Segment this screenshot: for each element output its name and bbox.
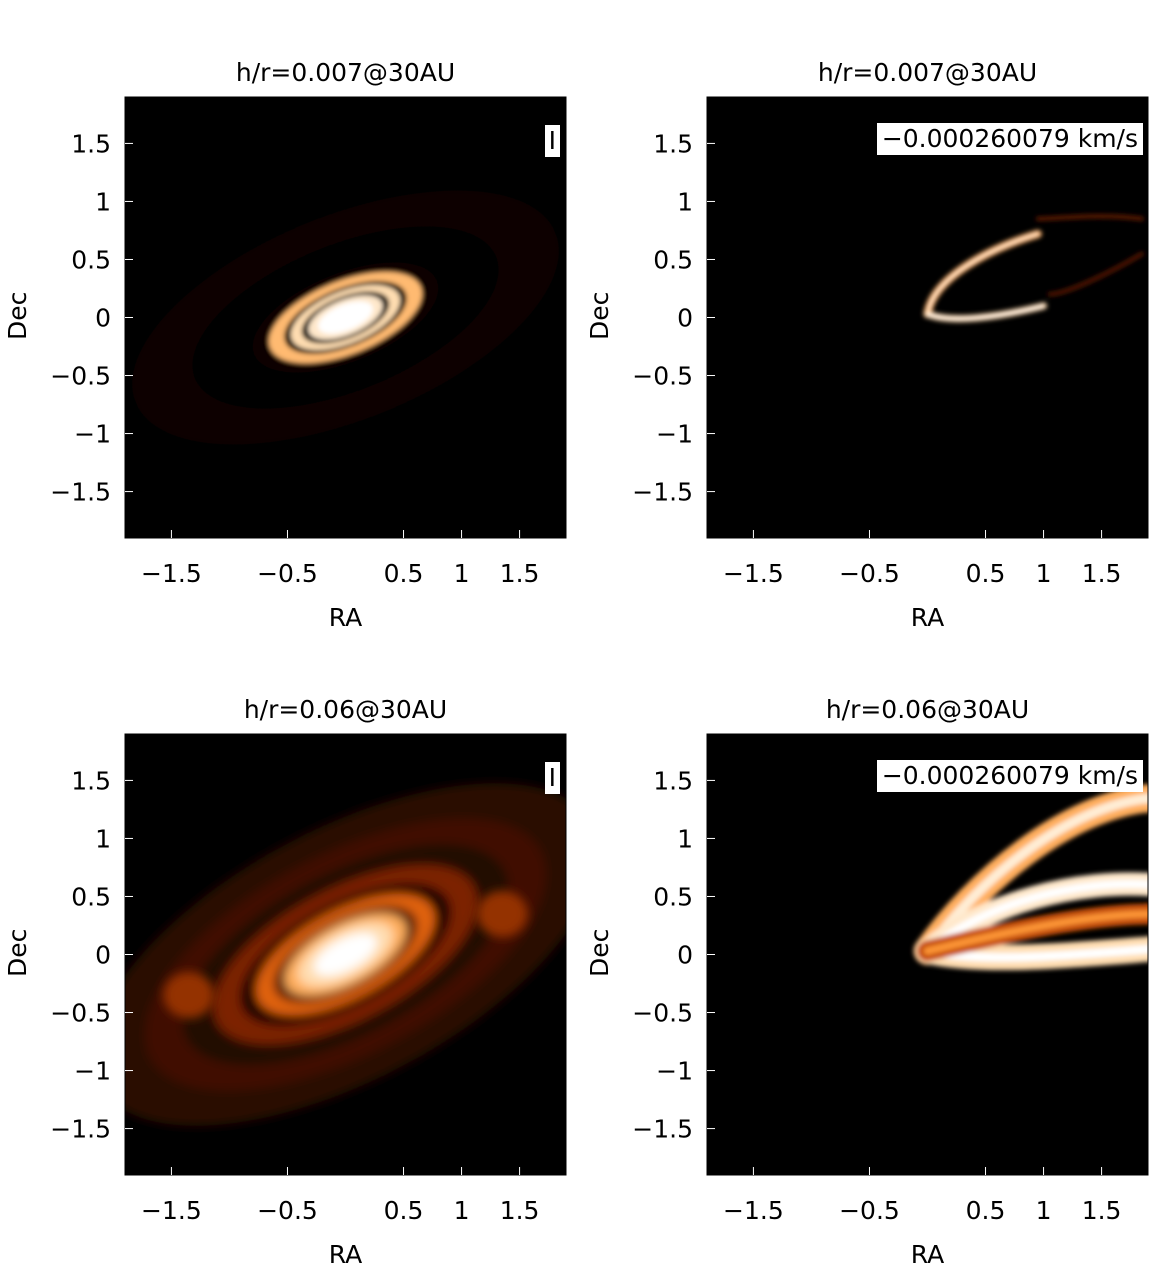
y-tick-label: −1.5 — [632, 1115, 693, 1144]
velocity-label: −0.000260079 km/s — [876, 760, 1143, 792]
stokes-i-label: I — [544, 762, 560, 794]
plot-title: h/r=0.007@30AU — [235, 58, 456, 87]
plot-area: −1.5 −0.5 0.5 1 1.5 1.5 1 0.5 0 −0.5 −1 −1.5 — [632, 96, 1149, 588]
y-tick-label: 1.5 — [653, 766, 693, 795]
y-axis-label: Dec — [585, 291, 614, 340]
y-tick-label: −0.5 — [632, 999, 693, 1028]
intensity-map — [132, 190, 559, 445]
y-tick-label: −1 — [656, 1057, 693, 1086]
plot-title: h/r=0.06@30AU — [825, 695, 1030, 724]
panel-top-left: h/r=0.007@30AU −1.5 −0.5 0.5 1 1.5 1.5 1 0.5 0 −0… — [0, 0, 582, 637]
spiral-clump — [476, 890, 528, 938]
y-tick-label: −1 — [656, 420, 693, 449]
intensity-map — [913, 784, 1148, 971]
y-tick-label: 1 — [677, 824, 693, 853]
x-axis-label: RA — [910, 1240, 945, 1269]
x-axis-label: RA — [910, 603, 945, 632]
y-tick-label: 0.5 — [71, 245, 111, 274]
emission-lobe-core — [1048, 252, 1144, 296]
y-tick-label: 0.5 — [653, 245, 693, 274]
x-tick-label: −0.5 — [839, 559, 900, 588]
emission-lobe-core — [923, 910, 1148, 955]
y-tick-label: 1.5 — [71, 766, 111, 795]
panel-bottom-left: h/r=0.06@30AU −1.5 −0.5 0.5 1 1.5 1.5 1 0.5 0 −0.… — [0, 637, 582, 1274]
emission-ring — [318, 301, 373, 334]
spiral-clump — [163, 971, 215, 1019]
x-axis-label: RA — [328, 603, 363, 632]
plot-area: −1.5 −0.5 0.5 1 1.5 1.5 1 0.5 0 −0.5 −1 −1.5 — [632, 733, 1149, 1225]
y-tick-label: 0.5 — [653, 882, 693, 911]
plot-area: −1.5 −0.5 0.5 1 1.5 1.5 1 0.5 0 −0.5 −1 −1.5 — [50, 733, 567, 1225]
x-tick-label: −0.5 — [257, 559, 318, 588]
x-tick-label: −0.5 — [839, 1196, 900, 1225]
x-tick-label: −1.5 — [141, 559, 202, 588]
x-tick-label: −1.5 — [723, 1196, 784, 1225]
velocity-label: −0.000260079 km/s — [876, 123, 1143, 155]
y-tick-label: −0.5 — [50, 999, 111, 1028]
x-tick-label: 1.5 — [500, 1196, 540, 1225]
x-tick-label: −1.5 — [141, 1196, 202, 1225]
emission-lobe-core — [923, 879, 1148, 956]
y-tick-label: 0 — [677, 941, 693, 970]
x-tick-label: 1 — [454, 559, 470, 588]
panel-bottom-right: h/r=0.06@30AU −1.5 −0.5 0.5 1 1.5 1.5 1 0.5 0 −0.… — [582, 637, 1164, 1274]
emission-ring — [313, 933, 378, 976]
panel-top-right: h/r=0.007@30AU −1.5 −0.5 0.5 1 1.5 1.5 1 0.5 0 −0… — [582, 0, 1164, 637]
x-tick-label: 0.5 — [966, 1196, 1006, 1225]
y-tick-label: −1.5 — [50, 478, 111, 507]
emission-lobe-core — [926, 304, 1045, 320]
x-tick-label: 1.5 — [1082, 559, 1122, 588]
x-tick-label: 1.5 — [1082, 1196, 1122, 1225]
y-tick-label: 1 — [95, 824, 111, 853]
x-tick-label: −0.5 — [257, 1196, 318, 1225]
stokes-i-label: I — [544, 125, 560, 157]
y-axis-label: Dec — [3, 928, 32, 977]
y-tick-label: 1.5 — [71, 129, 111, 158]
y-tick-label: −1 — [74, 1057, 111, 1086]
y-tick-label: −1.5 — [50, 1115, 111, 1144]
y-tick-label: 0 — [95, 304, 111, 333]
y-tick-label: 0 — [677, 304, 693, 333]
y-tick-label: 1 — [677, 187, 693, 216]
x-tick-label: 0.5 — [384, 1196, 424, 1225]
intensity-map — [125, 783, 566, 1126]
plot-title: h/r=0.06@30AU — [243, 695, 448, 724]
emission-lobe-core — [1036, 215, 1144, 220]
y-tick-label: 0 — [95, 941, 111, 970]
y-tick-label: −0.5 — [50, 362, 111, 391]
plot-area: −1.5 −0.5 0.5 1 1.5 1.5 1 0.5 0 −0.5 −1 −1.5 — [50, 96, 567, 588]
x-tick-label: 1 — [454, 1196, 470, 1225]
y-axis-label: Dec — [3, 291, 32, 340]
x-tick-label: 0.5 — [966, 559, 1006, 588]
x-axis-label: RA — [328, 1240, 363, 1269]
y-tick-label: 1.5 — [653, 129, 693, 158]
x-tick-label: 1 — [1036, 559, 1052, 588]
emission-lobe-core — [926, 232, 1040, 316]
y-tick-label: 1 — [95, 187, 111, 216]
y-axis-label: Dec — [585, 928, 614, 977]
y-tick-label: −1.5 — [632, 478, 693, 507]
x-tick-label: 1.5 — [500, 559, 540, 588]
plot-title: h/r=0.007@30AU — [817, 58, 1038, 87]
intensity-map — [923, 213, 1145, 323]
y-tick-label: −1 — [74, 420, 111, 449]
y-tick-label: −0.5 — [632, 362, 693, 391]
x-tick-label: 0.5 — [384, 559, 424, 588]
x-tick-label: 1 — [1036, 1196, 1052, 1225]
x-tick-label: −1.5 — [723, 559, 784, 588]
y-tick-label: 0.5 — [71, 882, 111, 911]
